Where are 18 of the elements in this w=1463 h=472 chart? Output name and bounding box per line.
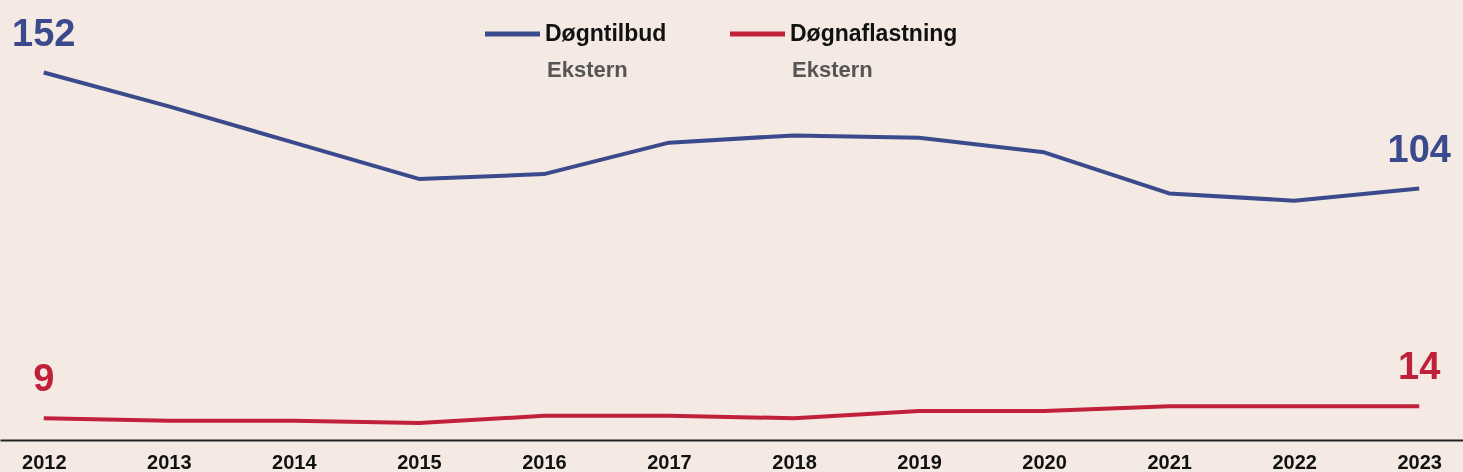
x-tick-label: 2017 [647,450,692,472]
x-tick-label: 2019 [897,450,942,472]
x-tick-label: 2012 [22,450,67,472]
data-label: 14 [1398,345,1441,388]
x-tick-label: 2022 [1272,450,1317,472]
x-tick-label: 2020 [1022,450,1067,472]
x-tick-label: 2023 [1397,450,1442,472]
x-tick-label: 2018 [772,450,817,472]
legend-label: Døgntilbud Ekstern [545,20,667,82]
x-tick-label: 2016 [522,450,567,472]
data-label: 9 [33,357,55,400]
x-tick-label: 2013 [147,450,192,472]
x-tick-label: 2014 [272,450,318,472]
data-label: 104 [1387,127,1451,170]
x-tick-label: 2021 [1147,450,1192,472]
x-tick-label: 2015 [397,450,442,472]
data-label: 152 [12,11,76,54]
legend-label: Døgnaflastning Ekstern [790,20,958,82]
